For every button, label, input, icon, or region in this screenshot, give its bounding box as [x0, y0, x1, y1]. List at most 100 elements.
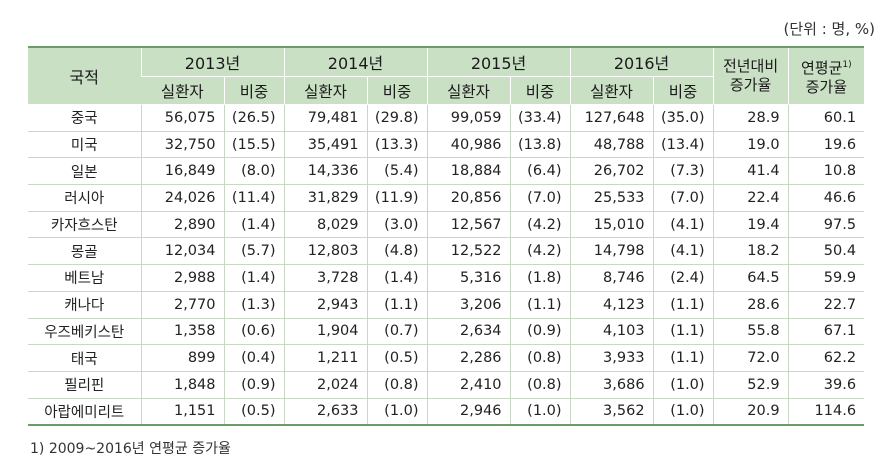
- value-cell-s2016: (1.1): [652, 344, 714, 372]
- value-cell-cagr: 60.1: [787, 104, 865, 132]
- header-count-2016: 실환자: [569, 76, 654, 105]
- value-cell-s2015: (1.8): [509, 264, 571, 292]
- value-cell-y2013: 1,848: [140, 371, 224, 399]
- value-cell-y2015: 2,634: [426, 318, 511, 346]
- header-share-2015: 비중: [509, 76, 571, 105]
- value-cell-y2016: 3,933: [569, 344, 654, 372]
- value-cell-cagr: 114.6: [787, 398, 865, 427]
- value-cell-y2013: 24,026: [140, 184, 224, 212]
- value-cell-y2014: 12,803: [283, 237, 368, 266]
- value-cell-s2016: (35.0): [652, 104, 714, 132]
- value-cell-y2014: 14,336: [283, 157, 368, 186]
- header-year-2014: 2014년: [283, 48, 428, 77]
- header-share-2013: 비중: [223, 76, 285, 105]
- value-cell-yoy: 19.4: [712, 211, 789, 239]
- value-cell-y2013: 32,750: [140, 131, 224, 159]
- value-cell-y2015: 12,567: [426, 211, 511, 239]
- value-cell-s2016: (1.0): [652, 398, 714, 427]
- header-year-2016: 2016년: [569, 48, 714, 77]
- country-cell: 러시아: [28, 184, 141, 212]
- value-cell-y2015: 12,522: [426, 237, 511, 266]
- value-cell-yoy: 64.5: [712, 264, 789, 292]
- header-share-2014: 비중: [366, 76, 428, 105]
- value-cell-s2015: (33.4): [509, 104, 571, 132]
- header-year-2015: 2015년: [426, 48, 571, 77]
- value-cell-y2014: 3,728: [283, 264, 368, 292]
- table-row: 러시아 24,026 (11.4) 31,829 (11.9) 20,856 (7.0) 25…: [28, 184, 865, 212]
- value-cell-s2014: (0.5): [366, 344, 428, 372]
- value-cell-y2015: 2,286: [426, 344, 511, 372]
- table-row: 카자흐스탄 2,890 (1.4) 8,029 (3.0) 12,567 (4.2) 15,0…: [28, 211, 865, 239]
- value-cell-s2013: (0.6): [223, 318, 285, 346]
- value-cell-y2013: 12,034: [140, 237, 224, 266]
- value-cell-y2014: 1,211: [283, 344, 368, 372]
- table-row: 태국 899 (0.4) 1,211 (0.5) 2,286 (0.8) 3,933 (1.1)…: [28, 344, 865, 372]
- value-cell-s2015: (4.2): [509, 237, 571, 266]
- value-cell-y2014: 2,633: [283, 398, 368, 427]
- value-cell-s2016: (4.1): [652, 237, 714, 266]
- header-count-2015: 실환자: [426, 76, 511, 105]
- header-cagr-line1: 연평균: [800, 58, 843, 77]
- value-cell-s2014: (13.3): [366, 131, 428, 159]
- table-row: 아랍에미리트 1,151 (0.5) 2,633 (1.0) 2,946 (1.0) 3,56…: [28, 398, 865, 427]
- value-cell-cagr: 62.2: [787, 344, 865, 372]
- value-cell-y2014: 2,024: [283, 371, 368, 399]
- value-cell-cagr: 10.8: [787, 157, 865, 186]
- value-cell-s2016: (1.0): [652, 371, 714, 399]
- value-cell-y2013: 2,988: [140, 264, 224, 292]
- value-cell-y2013: 16,849: [140, 157, 224, 186]
- table-row: 캐나다 2,770 (1.3) 2,943 (1.1) 3,206 (1.1) 4,123 (1…: [28, 291, 865, 319]
- value-cell-s2014: (3.0): [366, 211, 428, 239]
- value-cell-s2016: (7.0): [652, 184, 714, 212]
- value-cell-yoy: 41.4: [712, 157, 789, 186]
- value-cell-yoy: 22.4: [712, 184, 789, 212]
- value-cell-y2016: 25,533: [569, 184, 654, 212]
- value-cell-s2015: (0.9): [509, 318, 571, 346]
- value-cell-yoy: 20.9: [712, 398, 789, 427]
- value-cell-y2016: 127,648: [569, 104, 654, 132]
- value-cell-y2015: 20,856: [426, 184, 511, 212]
- country-cell: 미국: [28, 131, 141, 159]
- country-cell: 일본: [28, 157, 141, 186]
- table-top-rule: [28, 46, 864, 48]
- country-cell: 캐나다: [28, 291, 141, 319]
- table-row: 중국 56,075 (26.5) 79,481 (29.8) 99,059 (33.4) 12…: [28, 104, 865, 132]
- table-row: 베트남 2,988 (1.4) 3,728 (1.4) 5,316 (1.8) 8,746 (2…: [28, 264, 865, 292]
- country-cell: 우즈베키스탄: [28, 318, 141, 346]
- value-cell-y2014: 79,481: [283, 104, 368, 132]
- table-row: 몽골 12,034 (5.7) 12,803 (4.8) 12,522 (4.2) 14,79…: [28, 237, 865, 266]
- value-cell-s2015: (6.4): [509, 157, 571, 186]
- value-cell-yoy: 52.9: [712, 371, 789, 399]
- value-cell-s2014: (5.4): [366, 157, 428, 186]
- value-cell-s2015: (0.8): [509, 344, 571, 372]
- value-cell-y2014: 8,029: [283, 211, 368, 239]
- table-body: 중국 56,075 (26.5) 79,481 (29.8) 99,059 (33.4) 12…: [28, 104, 865, 427]
- value-cell-y2014: 31,829: [283, 184, 368, 212]
- value-cell-s2013: (0.4): [223, 344, 285, 372]
- value-cell-y2013: 1,151: [140, 398, 224, 427]
- value-cell-s2013: (0.9): [223, 371, 285, 399]
- value-cell-y2016: 14,798: [569, 237, 654, 266]
- value-cell-y2016: 48,788: [569, 131, 654, 159]
- value-cell-y2016: 4,103: [569, 318, 654, 346]
- value-cell-s2016: (13.4): [652, 131, 714, 159]
- value-cell-s2013: (8.0): [223, 157, 285, 186]
- value-cell-y2013: 899: [140, 344, 224, 372]
- country-cell: 몽골: [28, 237, 141, 266]
- country-cell: 필리핀: [28, 371, 141, 399]
- table-row: 우즈베키스탄 1,358 (0.6) 1,904 (0.7) 2,634 (0.9) 4,10…: [28, 318, 865, 346]
- table-row: 일본 16,849 (8.0) 14,336 (5.4) 18,884 (6.4) 26,70…: [28, 157, 865, 186]
- value-cell-s2013: (1.4): [223, 264, 285, 292]
- header-cagr-line2: 증가율: [805, 77, 848, 96]
- value-cell-s2014: (1.0): [366, 398, 428, 427]
- value-cell-s2013: (15.5): [223, 131, 285, 159]
- value-cell-y2013: 2,770: [140, 291, 224, 319]
- value-cell-y2016: 3,562: [569, 398, 654, 427]
- value-cell-y2016: 26,702: [569, 157, 654, 186]
- footnote: 1) 2009~2016년 연평균 증가율: [30, 441, 231, 457]
- unit-note: (단위 : 명, %): [783, 20, 875, 38]
- value-cell-s2013: (1.3): [223, 291, 285, 319]
- value-cell-yoy: 18.2: [712, 237, 789, 266]
- value-cell-s2016: (4.1): [652, 211, 714, 239]
- value-cell-s2014: (0.7): [366, 318, 428, 346]
